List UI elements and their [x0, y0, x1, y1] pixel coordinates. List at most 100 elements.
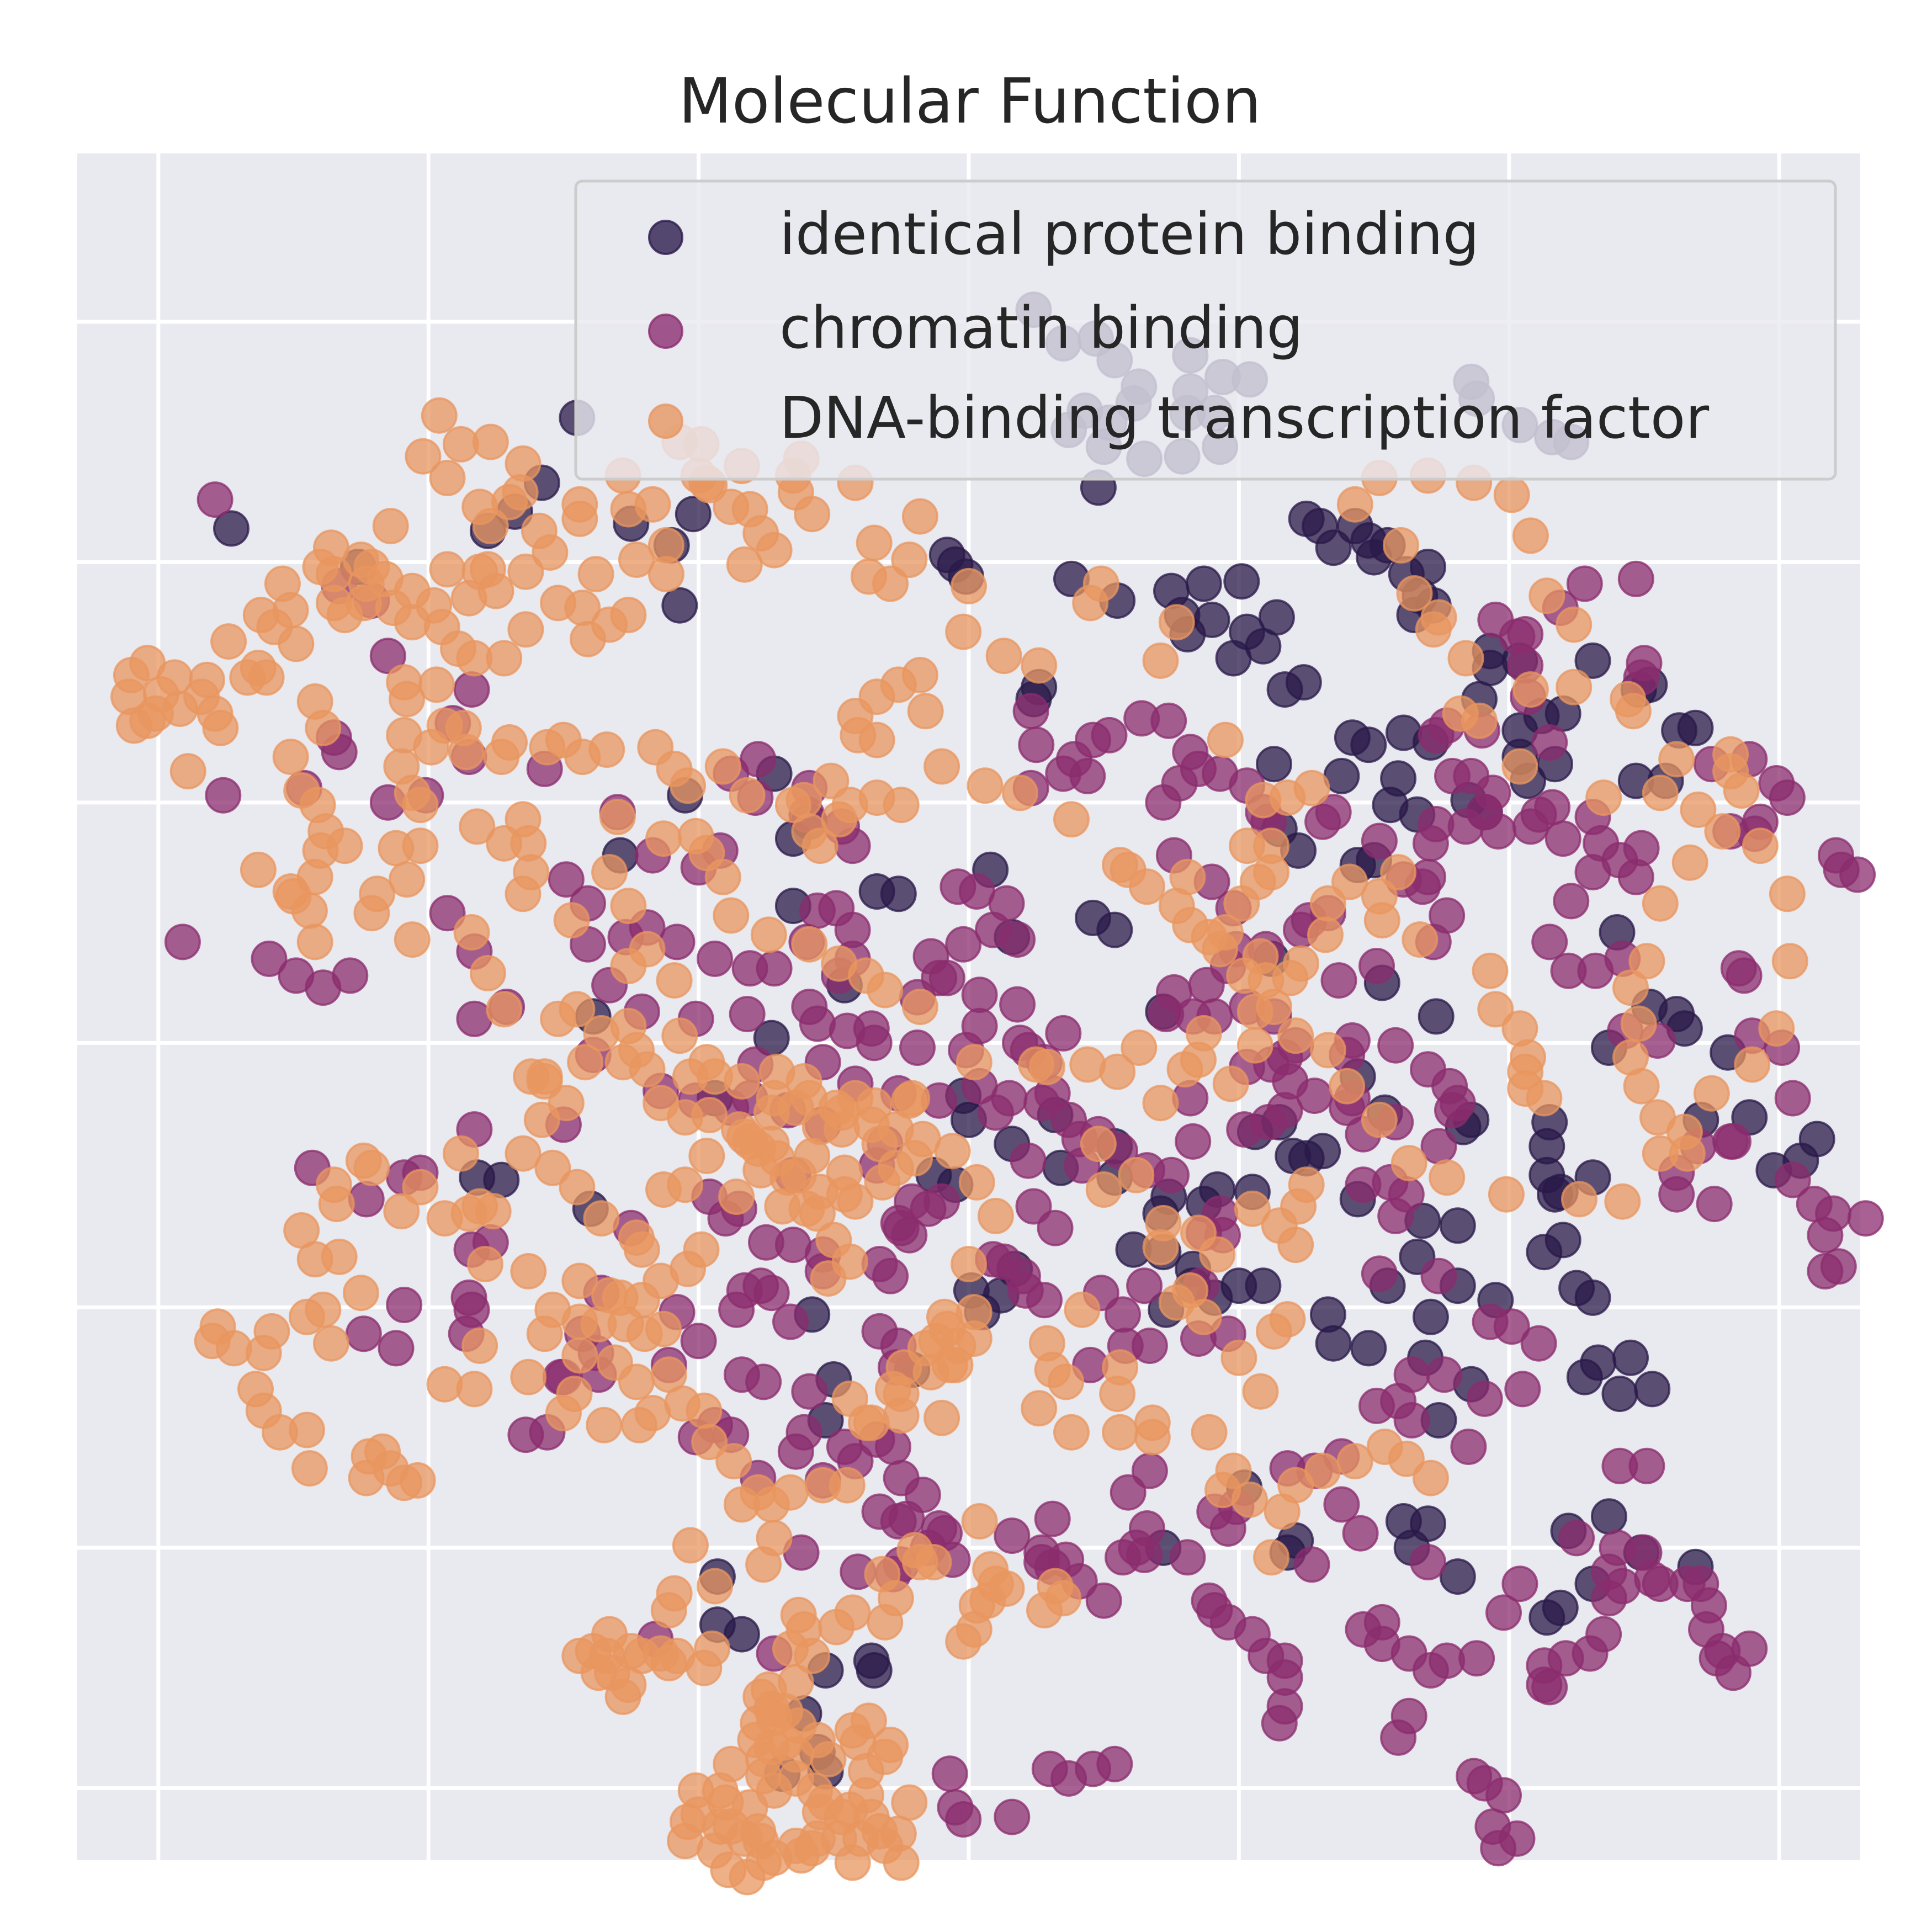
data-point	[1053, 1414, 1090, 1451]
data-point	[245, 1335, 282, 1372]
data-point	[994, 1517, 1031, 1554]
data-point	[994, 1798, 1031, 1835]
data-point	[1245, 1267, 1282, 1304]
data-point	[977, 1197, 1014, 1234]
data-point	[272, 739, 309, 776]
data-point	[907, 693, 944, 730]
data-point	[691, 1424, 728, 1461]
data-point	[1336, 486, 1373, 523]
data-point	[1307, 916, 1344, 953]
data-point	[726, 1118, 763, 1155]
data-point	[829, 1467, 866, 1504]
data-point	[1229, 827, 1266, 864]
data-point	[643, 1262, 680, 1299]
data-point	[1528, 577, 1565, 614]
data-point	[891, 1082, 928, 1119]
legend-label-chromatin-binding: chromatin binding	[779, 294, 1303, 362]
data-point	[1493, 476, 1530, 513]
data-point	[321, 1238, 358, 1275]
data-point	[556, 1376, 593, 1413]
data-point	[599, 799, 636, 835]
data-point	[1350, 1330, 1387, 1367]
data-point	[729, 777, 766, 814]
data-point	[1604, 1568, 1641, 1605]
data-point	[901, 498, 938, 535]
data-point	[251, 940, 288, 977]
data-point	[1126, 1267, 1163, 1304]
data-point	[1131, 1328, 1168, 1364]
data-point	[1542, 1589, 1579, 1626]
data-point	[1377, 1027, 1414, 1064]
data-point	[1085, 1582, 1122, 1619]
data-point	[977, 1565, 1014, 1602]
data-point	[1531, 923, 1568, 960]
data-point	[1561, 1181, 1597, 1218]
data-point	[999, 986, 1036, 1023]
data-point	[429, 459, 466, 496]
data-point	[1418, 998, 1455, 1035]
data-point	[1021, 1390, 1058, 1427]
data-point	[1272, 959, 1309, 996]
data-point	[813, 762, 850, 799]
data-point	[856, 524, 893, 561]
data-point	[1123, 700, 1160, 737]
data-point	[931, 1755, 968, 1792]
data-point	[1580, 1344, 1617, 1381]
data-point	[353, 549, 390, 585]
data-point	[1696, 1186, 1733, 1223]
data-point	[1628, 943, 1665, 980]
data-point	[559, 1169, 596, 1206]
data-point	[1458, 1640, 1495, 1677]
data-point	[713, 489, 750, 526]
data-point	[1045, 1015, 1082, 1052]
data-point	[1550, 952, 1587, 989]
data-point	[1612, 1339, 1649, 1376]
data-point	[697, 1568, 733, 1605]
data-point	[1501, 748, 1538, 785]
data-point	[1610, 681, 1647, 718]
data-point	[440, 630, 476, 667]
data-point	[888, 1500, 925, 1537]
data-point	[1155, 974, 1192, 1011]
data-point	[688, 1044, 725, 1081]
data-point	[967, 767, 1004, 804]
data-point	[1266, 671, 1303, 708]
data-point	[858, 721, 895, 758]
data-point	[1771, 943, 1808, 980]
data-point	[264, 565, 301, 602]
data-point	[848, 1404, 884, 1441]
data-point	[1520, 1325, 1557, 1362]
data-point	[672, 1527, 709, 1564]
data-point	[315, 556, 352, 593]
data-point	[1034, 1500, 1071, 1537]
data-point	[399, 1462, 436, 1499]
legend: identical protein binding chromatin bind…	[574, 179, 1837, 481]
data-point	[1037, 1568, 1074, 1605]
data-point	[1699, 1640, 1735, 1677]
data-point	[461, 1328, 498, 1364]
data-point	[729, 996, 766, 1033]
data-point	[442, 1135, 479, 1172]
data-point	[305, 709, 342, 746]
data-point	[650, 1592, 687, 1629]
data-point	[1064, 1291, 1101, 1328]
data-point	[1293, 1546, 1330, 1583]
data-point	[1680, 791, 1717, 828]
data-point	[459, 808, 496, 845]
legend-marker-dna-binding-transcription-factor	[648, 404, 683, 439]
data-point	[1304, 1133, 1341, 1170]
data-point	[975, 911, 1011, 948]
data-point	[1504, 1371, 1541, 1408]
data-point	[661, 587, 698, 624]
data-point	[532, 534, 569, 571]
data-point	[213, 510, 250, 547]
data-point	[548, 861, 585, 898]
data-point	[348, 1181, 385, 1218]
data-point	[904, 1121, 941, 1158]
data-point	[429, 895, 466, 932]
data-point	[1329, 1068, 1366, 1105]
data-point	[507, 1416, 544, 1453]
data-point	[534, 1149, 571, 1186]
data-point	[891, 542, 928, 578]
data-point	[169, 753, 206, 790]
